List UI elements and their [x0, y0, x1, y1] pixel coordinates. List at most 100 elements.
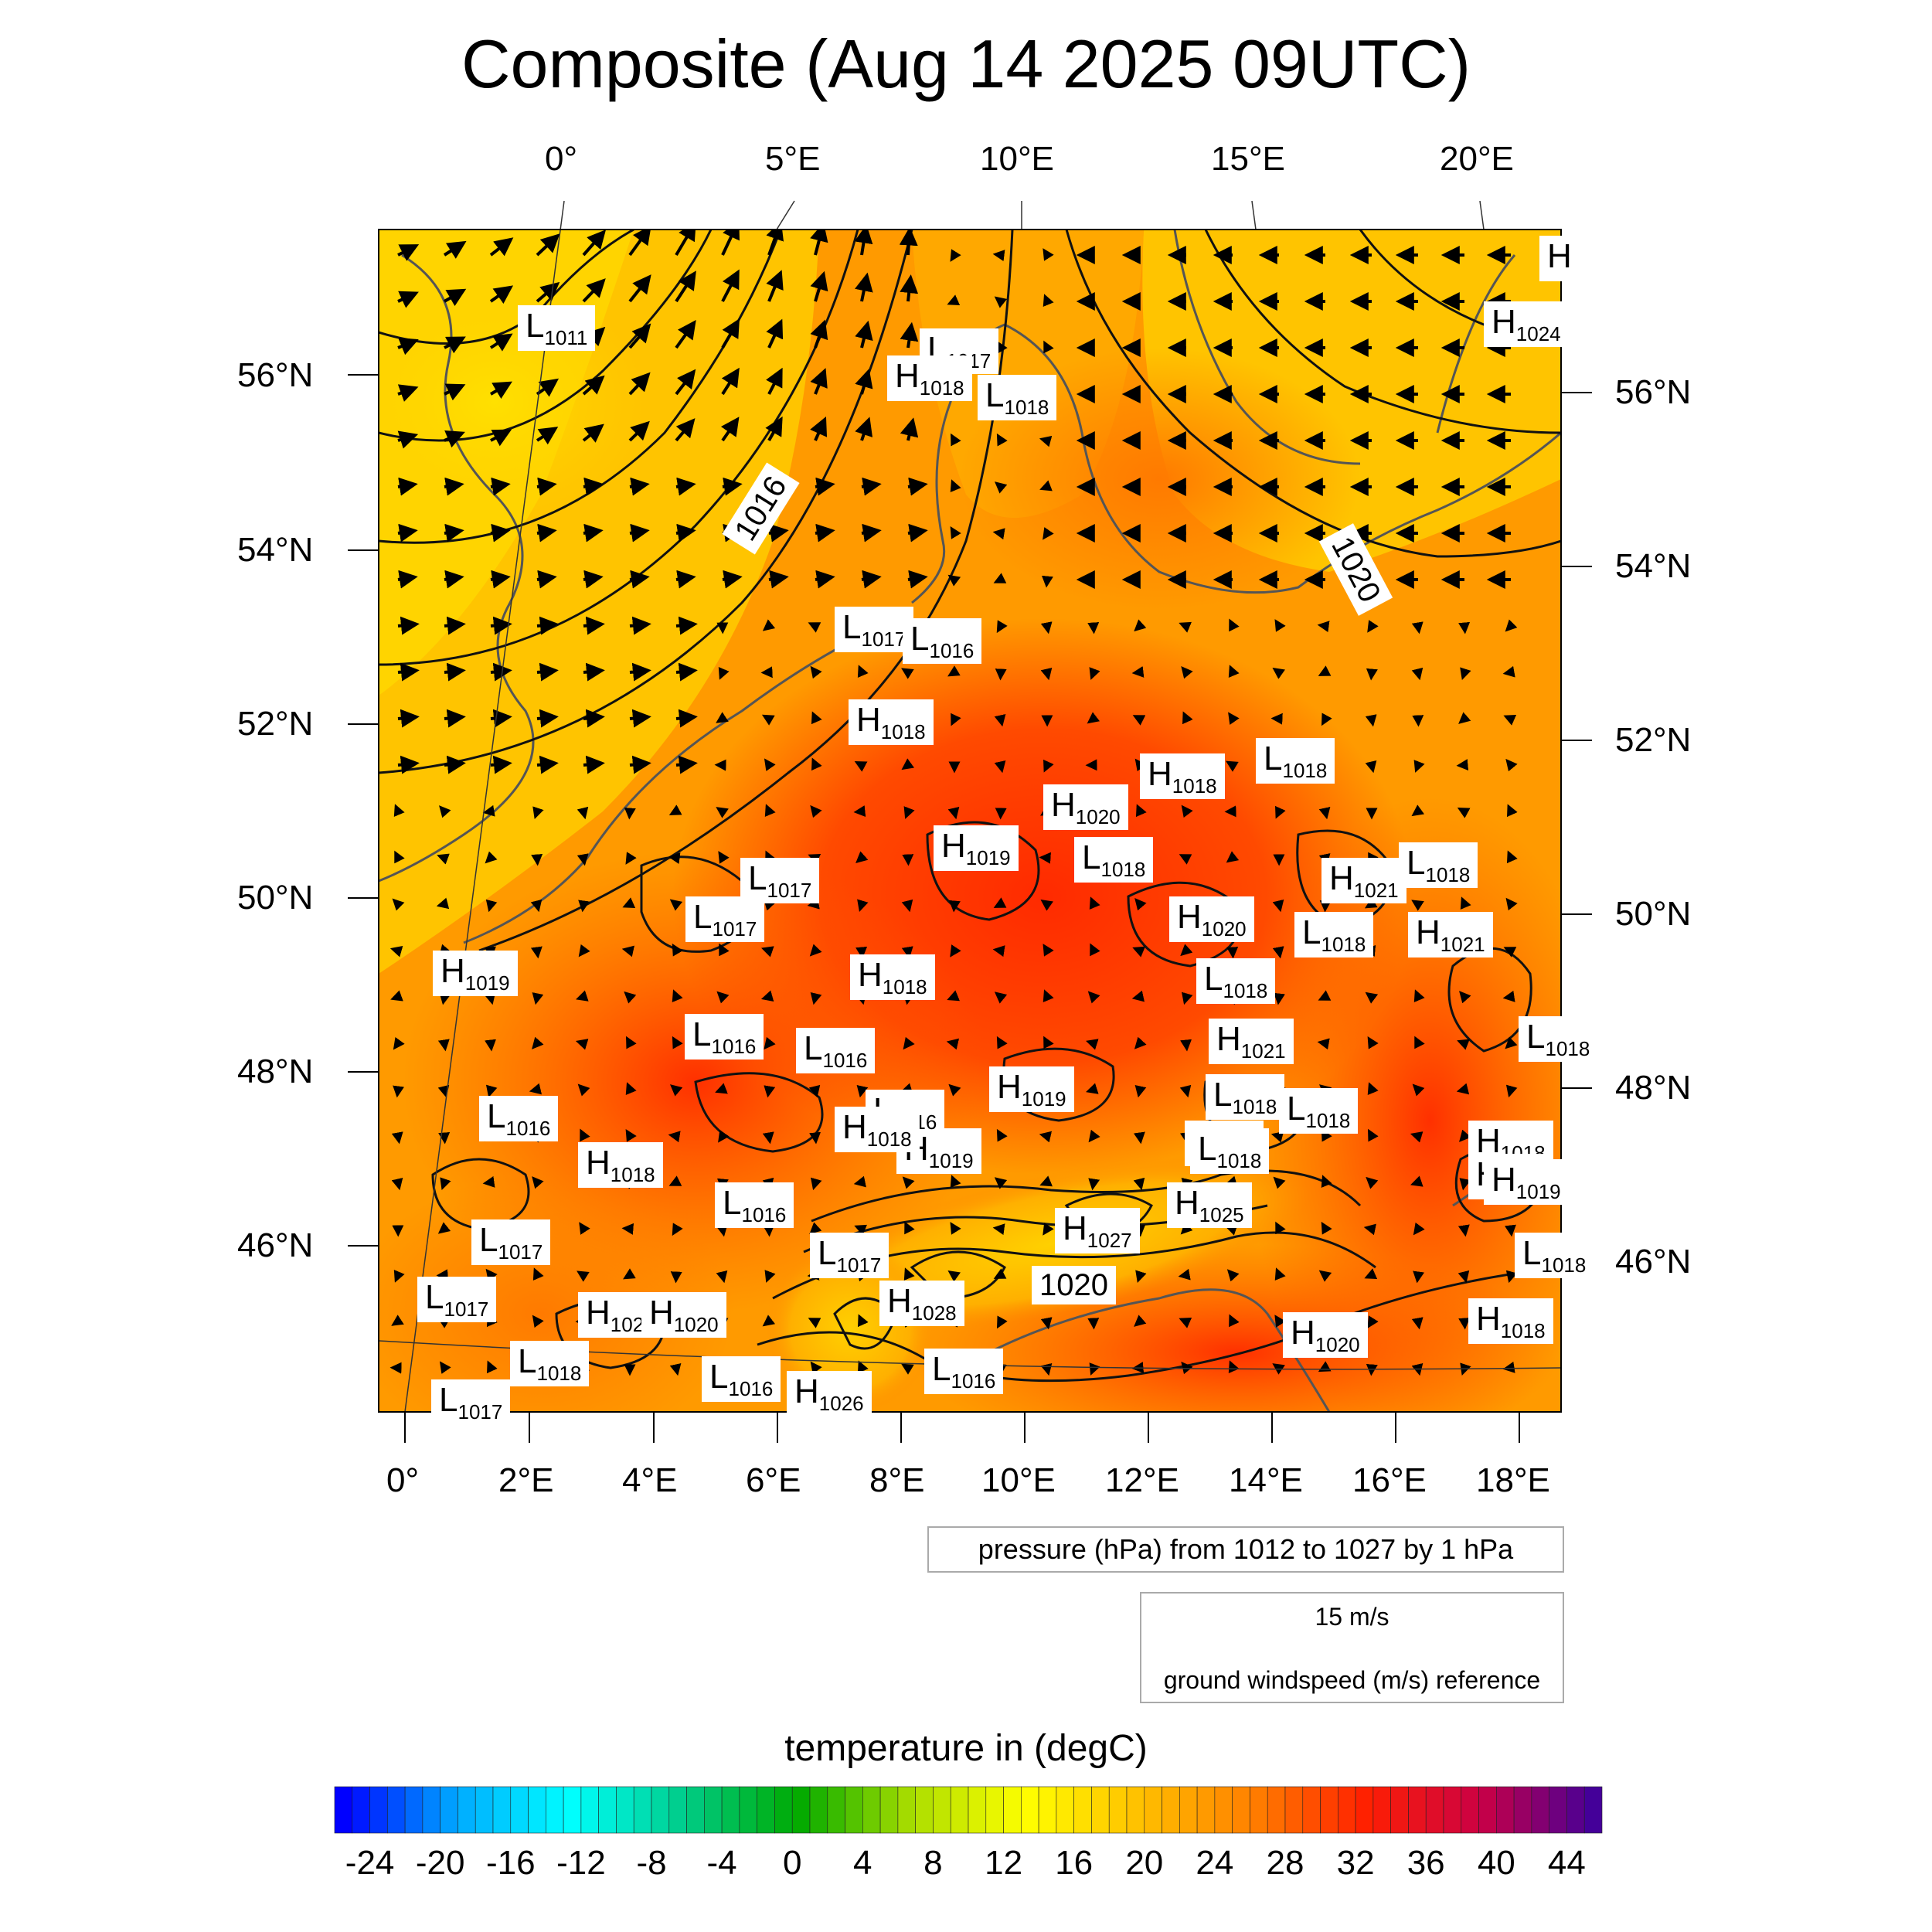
wind-arrow [1134, 1315, 1147, 1327]
wind-arrow [947, 665, 961, 677]
low-pressure-label: L1018 [510, 1341, 590, 1386]
wind-arrow [1411, 900, 1424, 911]
wind-arrow [582, 230, 607, 257]
wind-arrow [1458, 712, 1471, 724]
wind-arrow [1365, 760, 1377, 774]
wind-arrow [720, 417, 740, 442]
right-lat-label: 54°N [1615, 547, 1692, 585]
pressure-center-value: 1027 [1087, 1229, 1132, 1252]
wind-arrow [391, 1177, 403, 1191]
wind-arrow [1367, 620, 1379, 633]
wind-arrow [1505, 897, 1518, 911]
wind-arrow [716, 807, 729, 818]
pressure-center-value: 1021 [1353, 879, 1399, 902]
colorbar-box [1232, 1786, 1250, 1834]
wind-arrow [532, 1315, 544, 1328]
wind-arrow [1134, 758, 1147, 772]
colorbar-box [1284, 1786, 1304, 1834]
left-lat-label: 52°N [237, 705, 314, 743]
low-pressure-label: L1018 [1294, 912, 1374, 957]
wind-arrow [857, 665, 869, 679]
wind-arrow [536, 616, 559, 635]
wind-arrow [809, 944, 822, 957]
wind-arrow [489, 333, 513, 352]
wind-arrow [629, 477, 650, 496]
wind-arrow [577, 1083, 590, 1097]
wind-arrow [1273, 1176, 1286, 1189]
wind-arrow [485, 1268, 498, 1282]
wind-arrow [1043, 759, 1054, 773]
pressure-center-value: 102 [610, 1313, 645, 1336]
wind-arrow [808, 853, 821, 865]
wind-arrow [1087, 712, 1100, 724]
pressure-center-letter: H [997, 1068, 1022, 1106]
wind-arrow [992, 250, 1005, 262]
pressure-center-letter: L [932, 1350, 951, 1388]
wind-arrow [1180, 1222, 1193, 1235]
wind-arrow [629, 570, 650, 589]
wind-arrow [1040, 1317, 1053, 1330]
wind-arrow [1179, 854, 1192, 865]
wind-arrow [1179, 1317, 1192, 1328]
wind-arrow [811, 1177, 822, 1191]
wind-arrow [947, 1270, 961, 1282]
wind-arrow [1321, 713, 1332, 726]
colorbar-box [915, 1786, 934, 1834]
colorbar-box [1126, 1786, 1145, 1834]
wind-arrow [1135, 1270, 1147, 1283]
wind-arrow [1090, 943, 1100, 957]
wind-arrow [1505, 1084, 1518, 1098]
wind-arrow [1413, 1270, 1425, 1284]
colorbar-box [1038, 1786, 1057, 1834]
wind-arrow [854, 230, 873, 256]
left-lat-label: 46°N [237, 1226, 314, 1264]
wind-arrow [1039, 852, 1051, 864]
pressure-center-letter: H [858, 956, 883, 994]
pressure-center-value: 1018 [1100, 858, 1146, 881]
wind-arrow [1226, 760, 1239, 772]
wind-arrow [1503, 947, 1517, 957]
wind-arrow [531, 853, 543, 866]
pressure-center-value: 1018 [1321, 933, 1366, 956]
wind-arrow [1458, 621, 1471, 634]
pressure-center-letter: L [818, 1234, 837, 1272]
wind-arrow [1274, 992, 1285, 1005]
pressure-center-letter: H [1148, 755, 1172, 793]
pressure-center-value: 1019 [464, 971, 510, 995]
low-pressure-label: L1018 [1399, 842, 1478, 888]
wind-arrows [389, 230, 1518, 1376]
colorbar-box [1214, 1786, 1233, 1834]
wind-arrow [1133, 1177, 1145, 1191]
colorbar-box [1408, 1786, 1427, 1834]
colorbar-box [933, 1786, 951, 1834]
colorbar-box [1196, 1786, 1216, 1834]
right-lat-label: 50°N [1615, 895, 1692, 933]
right-lat-label: 52°N [1615, 721, 1692, 759]
colorbar-box [422, 1786, 440, 1834]
pressure-center-value: 1016 [741, 1203, 787, 1226]
low-pressure-label: L1016 [715, 1182, 794, 1228]
right-lat-label: 46°N [1615, 1243, 1692, 1281]
colorbar-box [334, 1786, 353, 1834]
right-lat-label: 56°N [1615, 373, 1692, 411]
colorbar-box [1320, 1786, 1338, 1834]
wind-arrow [947, 990, 961, 1002]
wind-arrow [993, 897, 1007, 908]
wind-arrow [1131, 990, 1145, 1002]
wind-arrow [721, 367, 740, 396]
wind-arrow [997, 1315, 1008, 1329]
wind-arrow [764, 758, 776, 771]
wind-arrow [536, 378, 560, 397]
wind-arrow [623, 1268, 636, 1280]
pressure-center-letter: H [887, 1282, 912, 1320]
low-pressure-label: L1017 [431, 1379, 511, 1425]
colorbar-box [774, 1786, 793, 1834]
high-pressure-label: H1024 [1484, 301, 1569, 347]
colorbar-box [1583, 1786, 1603, 1834]
wind-arrow [855, 369, 873, 395]
wind-arrow [393, 1036, 405, 1050]
wind-arrow [721, 230, 740, 256]
wind-arrow [437, 1039, 450, 1052]
wind-arrow [1040, 1362, 1053, 1376]
